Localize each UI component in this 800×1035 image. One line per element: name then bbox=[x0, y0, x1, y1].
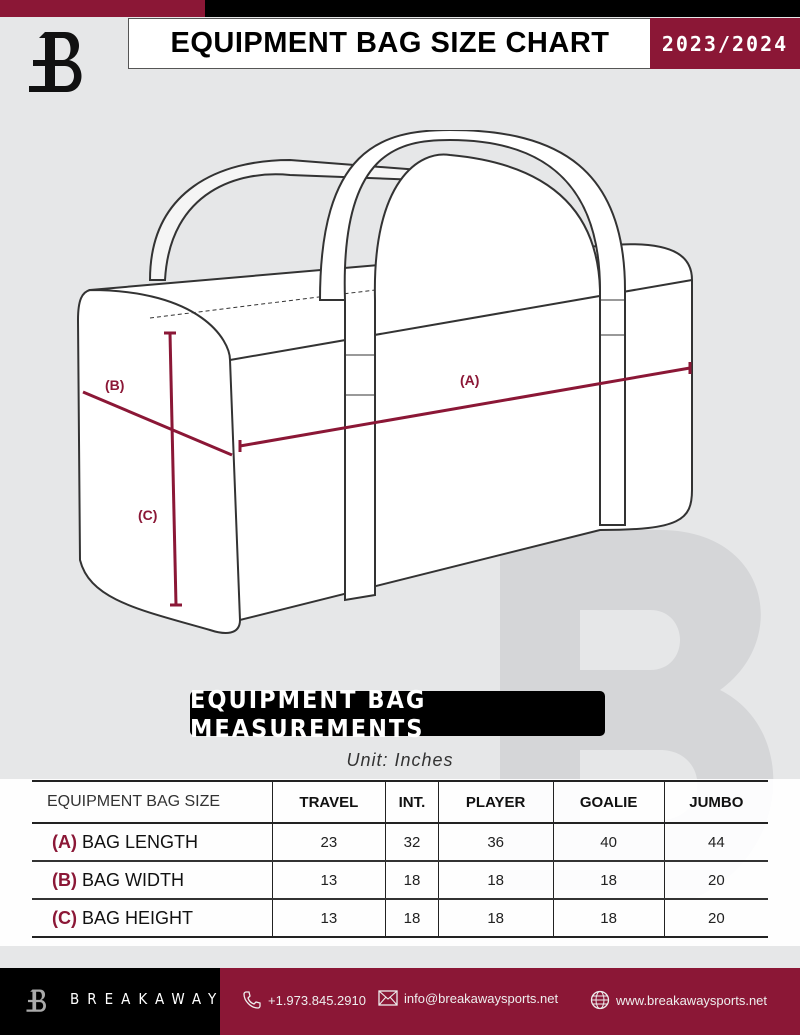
phone-icon bbox=[243, 991, 261, 1009]
row-letter: (B) bbox=[52, 869, 77, 890]
column-header: GOALIE bbox=[552, 781, 665, 824]
globe-icon bbox=[590, 990, 610, 1010]
table-cell: 18 bbox=[437, 899, 554, 937]
row-letter: (A) bbox=[52, 831, 77, 852]
label-b: (B) bbox=[105, 377, 124, 393]
measurement-lines bbox=[82, 331, 692, 607]
label-c: (C) bbox=[138, 507, 157, 523]
table-cell: 18 bbox=[385, 861, 439, 900]
table-cell: 23 bbox=[271, 823, 386, 862]
table-row: (A) BAG LENGTH 23 32 36 40 44 bbox=[32, 823, 768, 862]
table-cell: 40 bbox=[552, 823, 665, 862]
table-cell: 44 bbox=[663, 823, 768, 862]
footer-logo bbox=[26, 989, 47, 1012]
label-a: (A) bbox=[460, 372, 479, 388]
table-cell: 18 bbox=[552, 861, 665, 900]
table-cell: 20 bbox=[663, 861, 768, 900]
table-row: (B) BAG WIDTH 13 18 18 18 20 bbox=[32, 861, 768, 900]
envelope-icon bbox=[378, 990, 398, 1006]
season-badge: 2023/2024 bbox=[650, 18, 800, 69]
footer-contact-area bbox=[220, 968, 800, 1035]
website-url[interactable]: www.breakawaysports.net bbox=[616, 992, 768, 1008]
brand-name: BREAKAWAY bbox=[70, 990, 225, 1008]
email-contact[interactable]: info@breakawaysports.net bbox=[378, 990, 558, 1006]
table-cell: 36 bbox=[437, 823, 554, 862]
row-letter: (C) bbox=[52, 907, 77, 928]
email-address[interactable]: info@breakawaysports.net bbox=[404, 990, 559, 1006]
top-black-bar bbox=[205, 0, 800, 17]
table-cell: 13 bbox=[271, 899, 386, 937]
phone-contact[interactable]: +1.973.845.2910 bbox=[242, 990, 366, 1010]
phone-number[interactable]: +1.973.845.2910 bbox=[268, 992, 366, 1008]
row-label: (A) BAG LENGTH bbox=[32, 823, 272, 862]
table-cell: 18 bbox=[385, 899, 439, 937]
table-header-row: EQUIPMENT BAG SIZE TRAVEL INT. PLAYER GO… bbox=[32, 781, 768, 824]
row-label-text: BAG LENGTH bbox=[82, 831, 199, 852]
table-cell: 18 bbox=[437, 861, 554, 900]
table-cell: 13 bbox=[271, 861, 386, 900]
unit-label: Unit: Inches bbox=[346, 750, 454, 770]
column-header: EQUIPMENT BAG SIZE bbox=[32, 781, 272, 824]
table-cell: 32 bbox=[385, 823, 439, 862]
row-label: (B) BAG WIDTH bbox=[32, 861, 272, 900]
website-contact[interactable]: www.breakawaysports.net bbox=[590, 990, 767, 1010]
column-header: JUMBO bbox=[663, 781, 768, 824]
section-title: EQUIPMENT BAG MEASUREMENTS bbox=[190, 685, 605, 743]
title-banner: EQUIPMENT BAG SIZE CHART bbox=[128, 18, 652, 69]
table-row: (C) BAG HEIGHT 13 18 18 18 20 bbox=[32, 899, 768, 937]
column-header: INT. bbox=[385, 781, 439, 824]
page-title: EQUIPMENT BAG SIZE CHART bbox=[170, 27, 610, 59]
size-table: EQUIPMENT BAG SIZE TRAVEL INT. PLAYER GO… bbox=[32, 780, 768, 938]
column-header: PLAYER bbox=[437, 781, 554, 824]
bag-diagram: (A) (B) (C) bbox=[76, 130, 693, 634]
table-cell: 18 bbox=[552, 899, 665, 937]
breakaway-logo bbox=[29, 32, 82, 92]
column-header: TRAVEL bbox=[271, 781, 386, 824]
row-label-text: BAG WIDTH bbox=[82, 869, 184, 890]
table-cell: 20 bbox=[663, 899, 768, 937]
top-accent-bar bbox=[0, 0, 205, 17]
row-label: (C) BAG HEIGHT bbox=[32, 899, 272, 937]
row-label-text: BAG HEIGHT bbox=[82, 907, 194, 928]
